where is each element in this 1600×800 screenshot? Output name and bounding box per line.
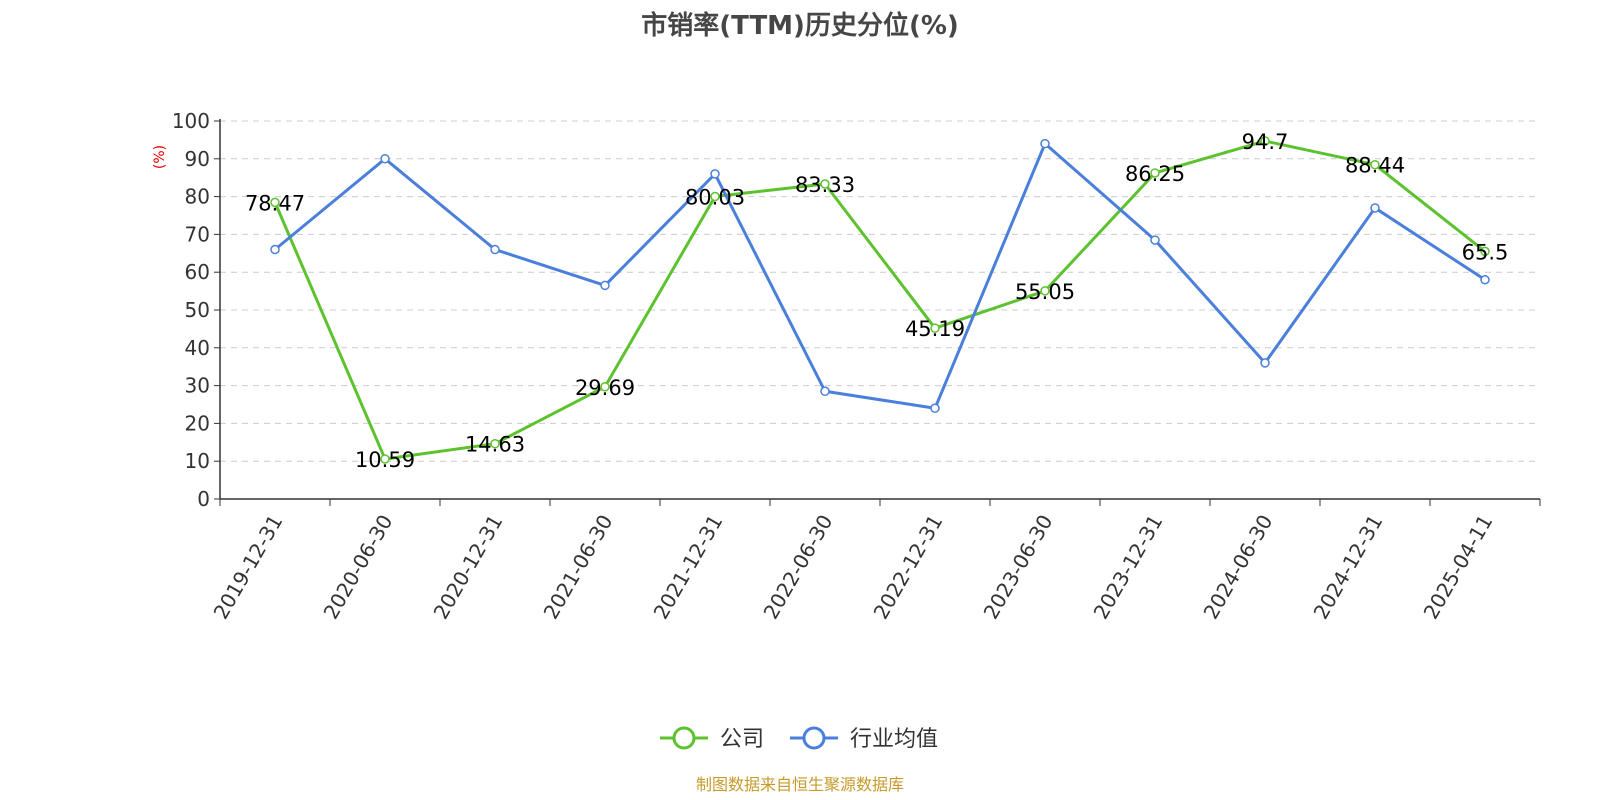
axes [214,119,1541,506]
x-tick-label: 2025-04-11 [1419,511,1498,624]
data-point-1 [1040,138,1050,149]
data-label: 94.7 [1242,130,1289,154]
data-label: 10.59 [355,448,415,472]
data-point-0 [1260,136,1270,146]
series-line-0 [273,139,1486,461]
data-point-0 [1150,168,1160,178]
chart-title: 市销率(TTM)历史分位(%) [641,10,959,41]
x-tick-label: 2021-12-31 [649,511,728,624]
y-tick-label: 100 [172,109,210,133]
series-line-1 [274,142,1486,410]
y-tick-label: 20 [185,411,210,435]
data-point-1 [380,154,390,164]
legend-label-company: 公司 [720,727,764,752]
data-point-0 [490,438,500,449]
x-tick-label: 2023-06-30 [979,511,1058,624]
data-label: 83.33 [795,173,855,197]
series-group [270,136,1490,464]
y-tick-label: 80 [185,185,210,209]
data-point-1 [1480,275,1490,285]
data-point-0 [1040,286,1050,296]
data-point-0 [270,197,280,208]
data-point-0 [380,454,390,464]
y-tick-label: 60 [185,260,210,284]
x-tick-label: 2021-06-30 [539,511,618,624]
x-tick-label: 2019-12-31 [209,511,288,624]
data-point-1 [490,244,500,255]
y-tick-label: 30 [185,374,210,398]
data-point-0 [930,323,940,333]
data-point-0 [1370,159,1380,170]
legend-label-industry: 行业均值 [850,727,938,752]
y-axis-label: (%) [152,145,168,169]
data-point-0 [820,179,830,189]
y-tick-label: 50 [185,298,210,322]
x-tick-label: 2023-12-31 [1089,511,1168,624]
legend-marker-industry [802,726,826,750]
source-note: 制图数据来自恒生聚源数据库 [696,775,904,794]
data-point-0 [1480,246,1490,257]
x-tick-label: 2024-06-30 [1199,511,1278,624]
data-labels: 78.47 10.59 14.63 29.69 80.03 83.33 45.19 55.05… [245,130,1508,472]
data-point-1 [1370,203,1380,213]
data-label: 86.25 [1125,162,1185,186]
y-tick-label: 10 [185,449,210,473]
data-label: 29.69 [575,376,635,400]
data-label: 55.05 [1015,280,1075,304]
data-point-0 [710,191,720,202]
y-tick-label: 70 [185,222,210,246]
y-tick-label: 90 [185,147,210,171]
data-label: 14.63 [465,433,525,457]
data-label: 45.19 [905,317,965,341]
y-tick-label: 40 [185,336,210,360]
data-label: 78.47 [245,191,305,215]
x-tick-label: 2024-12-31 [1309,511,1388,624]
legend-marker-company [672,726,696,750]
legend[interactable]: 公司 行业均值 [660,726,938,752]
y-tick-label: 0 [197,487,210,511]
data-point-0 [600,382,610,392]
data-label: 65.5 [1462,240,1509,264]
y-tick-labels: 0 10 20 30 40 50 60 70 80 90 100 [172,109,210,511]
data-point-1 [1150,235,1160,245]
x-tick-labels: 2019-12-31 2020-06-30 2020-12-31 2021-06-30… [209,511,1498,624]
data-label: 80.03 [685,185,745,209]
legend-item-industry[interactable]: 行业均值 [790,726,938,752]
legend-item-company[interactable]: 公司 [660,726,764,752]
data-point-1 [820,386,830,397]
data-label: 88.44 [1345,154,1405,178]
x-tick-label: 2020-06-30 [319,511,398,624]
data-point-1 [710,169,720,179]
data-point-1 [1260,358,1270,368]
x-tick-label: 2020-12-31 [429,511,508,624]
data-point-1 [270,244,280,255]
x-tick-label: 2022-06-30 [759,511,838,624]
data-point-1 [930,403,940,414]
x-tick-label: 2022-12-31 [869,511,948,624]
data-point-1 [600,280,610,291]
grid-lines [220,120,1540,462]
